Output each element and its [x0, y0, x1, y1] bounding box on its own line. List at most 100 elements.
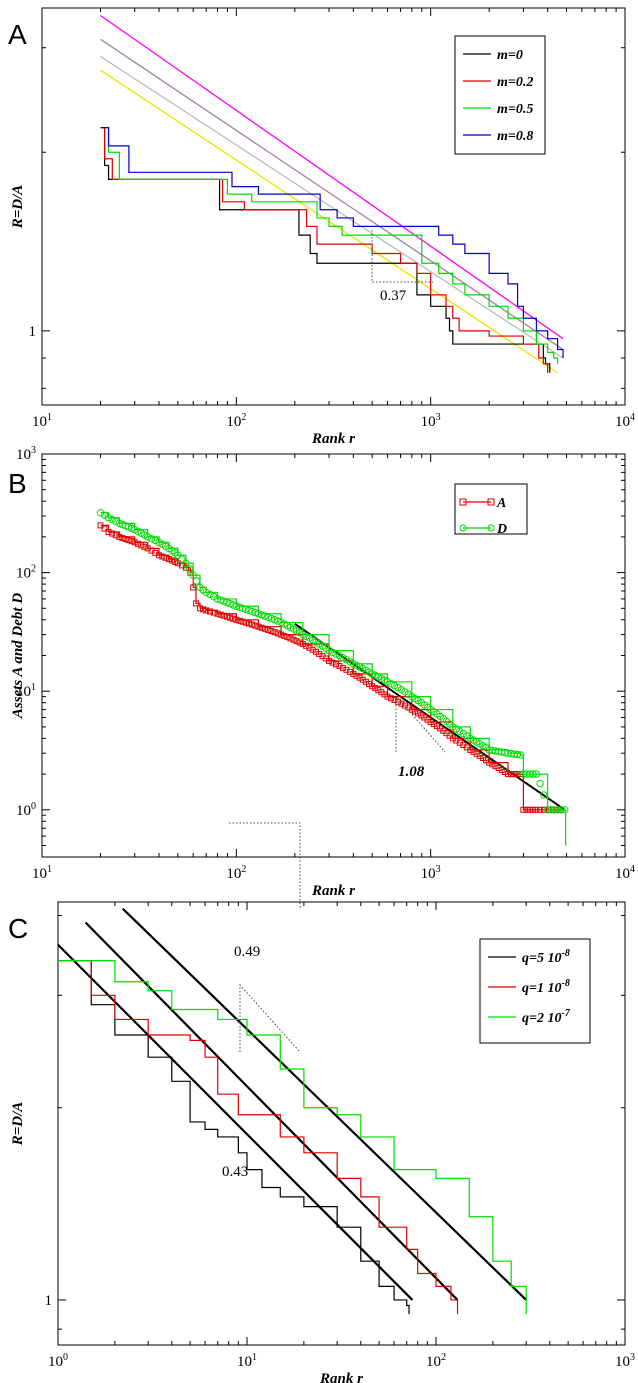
y-tick-label: 102: [16, 564, 36, 582]
marker-square: [336, 663, 343, 670]
marker-circle: [264, 613, 272, 621]
legend-box: [479, 938, 591, 1044]
marker-square: [220, 612, 227, 619]
marker-square: [162, 554, 169, 561]
y-tick-label: 1: [29, 324, 37, 340]
y-axis-label: R=D/A: [10, 185, 26, 230]
marker-square: [504, 771, 511, 778]
plot-area: [58, 907, 527, 1315]
marker-circle: [251, 608, 260, 617]
plot-frame: [57, 901, 626, 1346]
marker-square: [119, 534, 126, 541]
marker-circle: [261, 612, 269, 620]
slope-triangle: [239, 983, 301, 1053]
marker-square: [411, 708, 418, 715]
marker-square: [540, 806, 547, 813]
marker-square: [192, 600, 199, 607]
marker-square: [131, 539, 138, 546]
marker-circle: [202, 588, 210, 597]
marker-circle: [192, 577, 201, 585]
marker-circle: [108, 515, 116, 524]
x-tick-label: 100: [48, 1352, 68, 1370]
y-axis-label: Assets A and Debt D: [10, 593, 26, 719]
marker-square: [242, 619, 249, 626]
marker-circle: [550, 806, 558, 814]
marker-circle: [540, 791, 548, 799]
marker-circle: [112, 517, 120, 526]
marker-square: [109, 530, 116, 537]
x-tick-label: 102: [426, 1352, 446, 1370]
marker-circle: [144, 533, 152, 541]
marker-square: [190, 584, 197, 591]
panel-a: 101 102 103 104 1 Rank r R=D/A 0.37 m=0 m=0.2 m=0.…: [10, 7, 635, 447]
marker-square: [196, 605, 203, 612]
marker-circle: [189, 571, 197, 579]
marker-square: [401, 702, 408, 709]
legend: AD: [454, 483, 528, 537]
legend-label: q=2 10-7: [522, 1008, 571, 1026]
legend-box: [454, 35, 546, 155]
marker-square: [200, 606, 207, 613]
marker-circle: [104, 514, 113, 522]
marker-square: [523, 806, 530, 813]
slope-triangle: [229, 822, 301, 908]
slope-annotation: 1.08: [398, 764, 425, 780]
x-axis-label: Rank r: [319, 1371, 363, 1383]
fit-line: [100, 14, 564, 340]
panel-letter-a: A: [8, 19, 27, 50]
marker-circle: [96, 508, 105, 517]
marker-circle: [213, 595, 222, 603]
marker-circle: [270, 616, 279, 624]
fit-line: [100, 38, 564, 351]
marker-square: [278, 631, 285, 638]
x-tick-label: 104: [615, 412, 635, 430]
marker-square: [520, 806, 527, 813]
y-tick-label: 101: [16, 682, 36, 700]
marker-circle: [335, 652, 344, 660]
marker-square: [372, 685, 379, 692]
marker-circle: [245, 606, 253, 615]
marker-circle: [248, 607, 256, 616]
marker-circle: [258, 611, 266, 619]
marker-square: [230, 615, 237, 622]
marker-square: [245, 620, 252, 627]
marker-square: [339, 664, 346, 671]
marker-square: [526, 806, 533, 813]
x-axis: 100 101 102 103: [48, 902, 635, 1370]
marker-circle: [235, 603, 244, 611]
slope-annotation: 0.49: [234, 944, 260, 960]
marker-circle: [182, 559, 190, 567]
marker-circle: [220, 597, 228, 605]
marker-square: [252, 622, 259, 629]
fit-line: [121, 907, 527, 1301]
marker-square: [296, 639, 303, 646]
y-axis-label: R=D/A: [10, 1102, 26, 1147]
x-tick-label: 103: [421, 412, 441, 430]
legend-label: q=5 10-8: [522, 948, 570, 966]
marker-square: [508, 771, 515, 778]
x-axis-label: Rank r: [311, 883, 355, 899]
x-axis-label: Rank r: [311, 431, 355, 447]
x-axis: 101 102 103 104: [32, 8, 635, 430]
marker-square: [125, 537, 132, 544]
legend-marker: [487, 524, 495, 532]
legend-label: m=0.2: [497, 75, 533, 90]
marker-circle: [174, 551, 182, 559]
panel-letter-c: C: [8, 913, 28, 944]
marker-square: [281, 632, 288, 639]
marker-circle: [553, 806, 562, 814]
plot-frame: [41, 7, 626, 406]
legend-label: m=0: [497, 48, 523, 63]
series-line: [100, 127, 564, 359]
marker-square: [159, 553, 166, 560]
marker-square: [467, 746, 474, 753]
marker-square: [141, 543, 148, 550]
marker-circle: [238, 604, 247, 613]
marker-square: [384, 693, 391, 700]
marker-square: [486, 759, 493, 766]
x-tick-label: 101: [32, 864, 52, 882]
marker-square: [265, 626, 272, 633]
marker-square: [511, 771, 518, 778]
marker-square: [116, 533, 123, 540]
legend: q=5 10-8 q=1 10-8 q=2 10-7: [479, 938, 591, 1044]
